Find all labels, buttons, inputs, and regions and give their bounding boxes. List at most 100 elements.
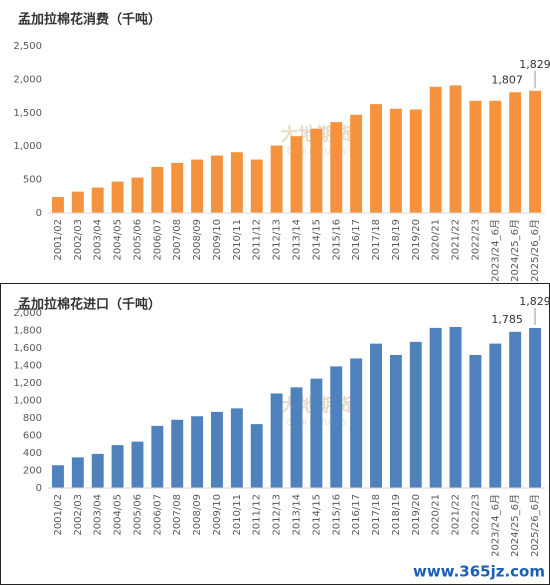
y-tick-label: 1,000 xyxy=(13,141,42,152)
y-tick-label: 800 xyxy=(23,413,42,424)
bar xyxy=(51,196,64,213)
x-tick-label: 2020/21 xyxy=(431,494,442,536)
bar xyxy=(449,85,462,213)
x-tick-label: 2018/19 xyxy=(391,494,402,536)
x-tick-label: 2009/10 xyxy=(212,494,223,536)
y-tick-label: 0 xyxy=(36,208,42,219)
y-tick-label: 2,000 xyxy=(13,74,42,85)
bar xyxy=(469,355,482,488)
chart-title: 孟加拉棉花消费（千吨） xyxy=(18,12,161,28)
y-tick-label: 200 xyxy=(23,466,42,477)
y-tick-label: 500 xyxy=(23,175,42,186)
bar xyxy=(509,92,522,213)
x-tick-label: 2006/07 xyxy=(152,494,163,536)
x-tick-label: 2020/21 xyxy=(431,219,442,261)
x-tick-label: 2015/16 xyxy=(331,494,342,536)
x-tick-label: 2007/08 xyxy=(172,219,183,261)
x-tick-label: 2025/26_6月 xyxy=(529,494,541,557)
bar xyxy=(529,327,542,488)
bar xyxy=(489,100,502,213)
x-tick-label: 2021/22 xyxy=(451,494,462,536)
y-tick-label: 1,600 xyxy=(13,343,42,354)
x-tick-label: 2019/20 xyxy=(411,219,422,261)
x-tick-label: 2017/18 xyxy=(371,219,382,261)
bar xyxy=(91,187,104,213)
x-tick-label: 2005/06 xyxy=(132,219,143,261)
bar xyxy=(71,191,84,213)
x-tick-label: 2003/04 xyxy=(93,219,104,261)
bar xyxy=(350,114,363,213)
y-tick-label: 1,400 xyxy=(13,361,42,372)
bar xyxy=(111,445,124,488)
x-tick-label: 2011/12 xyxy=(252,219,263,261)
x-tick-label: 2004/05 xyxy=(113,494,124,536)
bar xyxy=(111,181,124,213)
x-tick-label: 2006/07 xyxy=(152,219,163,261)
bar xyxy=(151,425,164,488)
y-tick-label: 1,200 xyxy=(13,378,42,389)
bar xyxy=(91,453,104,488)
bar xyxy=(171,162,184,213)
bar xyxy=(370,104,382,213)
x-tick-label: 2012/13 xyxy=(272,219,283,261)
value-label: 1,829 xyxy=(519,58,550,71)
x-tick-label: 2024/25_6月 xyxy=(509,219,521,282)
bar xyxy=(310,128,323,213)
bar xyxy=(51,465,64,488)
x-tick-label: 2023/24_6月 xyxy=(489,494,501,557)
y-tick-label: 0 xyxy=(36,483,42,494)
x-tick-label: 2001/02 xyxy=(53,219,64,261)
y-tick-label: 600 xyxy=(23,431,42,442)
site-watermark: www.365jz.com xyxy=(413,563,545,581)
bar xyxy=(370,343,382,488)
bar xyxy=(290,387,303,488)
bar xyxy=(409,341,422,488)
bar xyxy=(330,122,343,213)
bar xyxy=(290,136,303,213)
value-label: 1,785 xyxy=(491,313,523,326)
y-tick-label: 400 xyxy=(23,448,42,459)
x-tick-label: 2021/22 xyxy=(451,219,462,261)
bar xyxy=(429,327,442,488)
x-tick-label: 2017/18 xyxy=(371,494,382,536)
bar xyxy=(270,145,283,213)
x-tick-label: 2005/06 xyxy=(132,494,143,536)
x-tick-label: 2009/10 xyxy=(212,219,223,261)
bar xyxy=(429,86,442,213)
bar xyxy=(250,424,263,488)
bar xyxy=(509,331,522,488)
value-label: 1,807 xyxy=(491,73,523,86)
bar xyxy=(191,159,204,213)
chart-title: 孟加拉棉花进口（千吨） xyxy=(18,297,161,313)
bar xyxy=(230,152,243,213)
x-tick-label: 2010/11 xyxy=(232,219,243,261)
x-tick-label: 2007/08 xyxy=(172,494,183,536)
x-tick-label: 2010/11 xyxy=(232,494,243,536)
x-tick-label: 2022/23 xyxy=(470,494,481,536)
x-tick-label: 2008/09 xyxy=(192,219,203,261)
x-tick-label: 2002/03 xyxy=(73,219,84,261)
bar xyxy=(230,408,243,488)
bar xyxy=(191,416,204,488)
x-tick-label: 2012/13 xyxy=(272,494,283,536)
x-tick-label: 2013/14 xyxy=(292,219,303,261)
bar xyxy=(330,366,343,488)
bar xyxy=(389,355,402,488)
bar xyxy=(350,358,363,488)
bar xyxy=(171,419,184,488)
x-tick-label: 2004/05 xyxy=(113,219,124,261)
value-label: 1,829 xyxy=(519,295,550,308)
bar xyxy=(131,441,144,488)
bar xyxy=(389,108,402,213)
x-tick-label: 2016/17 xyxy=(351,494,362,536)
bar xyxy=(71,457,84,488)
x-tick-label: 2019/20 xyxy=(411,494,422,536)
x-tick-label: 2022/23 xyxy=(470,219,481,261)
bar xyxy=(211,155,223,213)
bar xyxy=(449,327,462,488)
bar xyxy=(409,109,422,213)
y-tick-label: 2,500 xyxy=(13,41,42,52)
bar xyxy=(469,100,482,213)
x-tick-label: 2024/25_6月 xyxy=(509,494,521,557)
